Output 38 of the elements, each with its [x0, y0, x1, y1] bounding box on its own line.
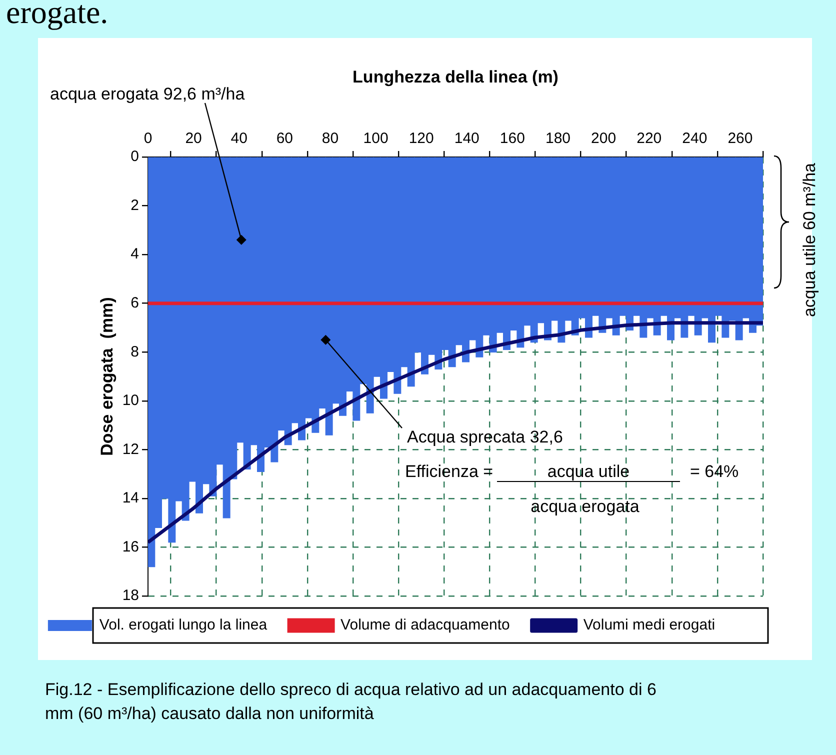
x-tick-label: 260: [728, 130, 753, 148]
x-tick-label: 180: [545, 130, 571, 148]
y-tick-label: 8: [130, 343, 139, 360]
y-tick-label: 12: [122, 440, 139, 458]
x-tick-label: 40: [230, 130, 248, 148]
y-tick-label: 4: [130, 246, 139, 263]
annotation: = 64%: [690, 462, 739, 482]
x-tick-label: 60: [276, 130, 294, 148]
y-tick-label: 0: [130, 148, 139, 166]
annotation: Efficienza =: [405, 462, 494, 482]
x-tick-label: 200: [591, 130, 616, 148]
x-tick-label: 0: [144, 130, 152, 148]
annotation: acqua utile: [497, 462, 680, 482]
y-tick-label: 6: [130, 294, 139, 312]
caption: Fig.12 - Esemplificazione dello spreco di acqua relativo ad un adacquamento di 6 mm (60 m³/ha) causato dalla non uniformità: [45, 679, 657, 725]
y-tick-label: 18: [122, 587, 139, 604]
annotation: acqua erogata 92,6 m³/ha: [50, 84, 246, 104]
annotation: Acqua sprecata 32,6: [407, 428, 563, 447]
legend-label: Vol. erogati lungo la linea: [99, 616, 268, 634]
x-tick-label: 120: [408, 130, 434, 148]
y-tick-label: 16: [122, 538, 139, 556]
y-axis-title: Dose erogata (mm): [98, 297, 117, 456]
x-tick-label: 80: [322, 130, 339, 148]
x-tick-label: 160: [500, 130, 525, 148]
annotation: acqua erogata: [530, 497, 640, 517]
y-tick-label: 14: [122, 490, 139, 507]
text: acqua utile 60 m³/ha: [800, 162, 820, 318]
x-tick-label: 100: [363, 130, 388, 148]
x-tick-label: 220: [636, 130, 662, 148]
legend-label: Volumi medi erogati: [583, 616, 716, 634]
y-tick-label: 10: [122, 392, 139, 410]
text: erogate.: [6, 0, 108, 31]
x-axis-title: Lunghezza della linea (m): [352, 68, 558, 87]
y-tick-label: 2: [130, 196, 139, 214]
x-tick-label: 140: [454, 130, 480, 148]
x-tick-label: 240: [682, 130, 708, 148]
legend-label: Volume di adacquamento: [340, 616, 510, 634]
x-tick-label: 20: [185, 130, 202, 148]
